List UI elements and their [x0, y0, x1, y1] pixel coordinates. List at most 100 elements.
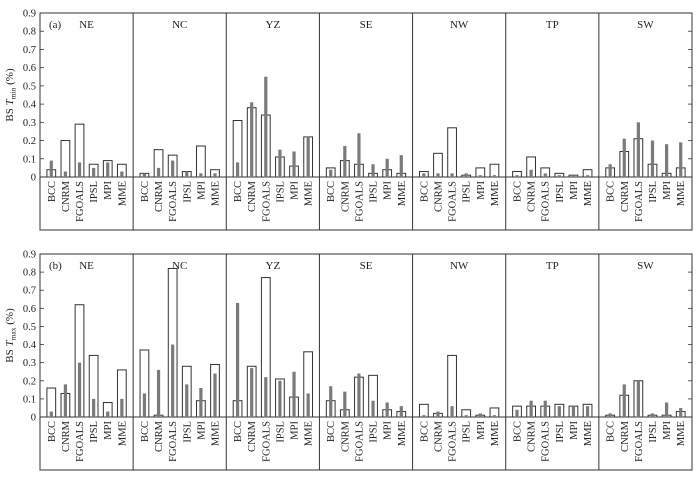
- model-tick-label: MPI: [383, 181, 394, 200]
- region-group-se: SE BCC CNRM FGOALS IPSL MPI MME: [318, 13, 408, 230]
- bar-outline: [489, 163, 500, 178]
- bar-filled: [436, 173, 440, 177]
- bar-filled: [636, 380, 640, 417]
- model-tick-label: MME: [304, 181, 315, 206]
- bar-filled: [450, 406, 454, 417]
- region-group-se: SE BCC CNRM FGOALS IPSL MPI MME: [318, 254, 408, 470]
- region-label: SE: [360, 260, 373, 272]
- model-tick-label: IPSL: [462, 181, 473, 203]
- model-tick-label: CNRM: [340, 180, 351, 212]
- model-tick-label: MPI: [476, 181, 487, 200]
- bar-filled: [250, 368, 254, 417]
- bar-filled: [622, 384, 626, 417]
- model-tick-label: MPI: [476, 421, 487, 440]
- model-tick-label: BCC: [606, 421, 617, 442]
- region-label: SW: [637, 260, 654, 272]
- model-tick-label: MPI: [103, 181, 114, 200]
- bar-filled: [171, 160, 175, 177]
- model-tick-label: MME: [397, 421, 408, 446]
- bar-filled: [422, 415, 426, 417]
- panel-label: (b): [49, 260, 62, 272]
- region-label: SE: [360, 19, 373, 31]
- bar-filled: [436, 411, 440, 417]
- bar-filled: [571, 175, 576, 177]
- model-tick-label: CNRM: [154, 180, 165, 212]
- y-axis-label: BS Tmax (%): [4, 308, 18, 363]
- bar-filled: [664, 402, 669, 417]
- bar-filled: [213, 373, 217, 417]
- y-tick-label: 0.7: [23, 45, 36, 56]
- model-tick-label: CNRM: [620, 180, 631, 212]
- bar-filled: [63, 171, 68, 177]
- bar-filled: [120, 398, 124, 417]
- model-tick-label: FGOALS: [75, 181, 86, 222]
- bar-filled: [106, 162, 110, 177]
- y-tick-label: 0.5: [23, 81, 36, 92]
- model-tick-label: MME: [490, 421, 501, 446]
- model-tick-label: MPI: [103, 421, 114, 440]
- bar-filled: [142, 393, 147, 417]
- bar-filled: [464, 415, 468, 417]
- bar-filled: [235, 302, 240, 417]
- model-tick-label: CNRM: [61, 180, 72, 212]
- model-tick-label: MME: [676, 421, 687, 446]
- model-tick-label: BCC: [513, 421, 524, 442]
- y-tick-label: 0.5: [23, 322, 36, 333]
- bar-filled: [250, 102, 254, 177]
- model-tick-label: CNRM: [620, 420, 631, 452]
- bar-filled: [77, 362, 82, 417]
- model-tick-label: MPI: [196, 421, 207, 440]
- bar-filled: [63, 384, 68, 417]
- bar-filled: [492, 175, 497, 177]
- bar-filled: [450, 173, 454, 177]
- bar-filled: [185, 384, 189, 417]
- model-tick-label: MME: [304, 421, 315, 446]
- y-tick-label: 0.2: [23, 136, 36, 147]
- model-tick-label: IPSL: [182, 421, 193, 443]
- panel-label: (a): [49, 19, 62, 31]
- region-label: NW: [450, 260, 469, 272]
- bar-filled: [650, 413, 655, 417]
- model-tick-label: IPSL: [275, 181, 286, 203]
- region-group-ne: NE (b) BCC CNRM FGOALS IPSL MPI MME: [46, 260, 128, 462]
- region-label: YZ: [266, 260, 281, 272]
- bar-filled: [608, 164, 612, 177]
- bar-filled: [213, 173, 217, 177]
- model-tick-label: MPI: [196, 181, 207, 200]
- y-tick-label: 0.1: [23, 394, 36, 405]
- bar-filled: [664, 144, 669, 177]
- model-tick-label: IPSL: [648, 181, 659, 203]
- model-tick-label: FGOALS: [261, 421, 272, 462]
- model-tick-label: BCC: [326, 421, 337, 442]
- chart-panel-1: 0 0.1 0.2 0.3 0.4 0.5 0.6 0.7 0.8 0.9 BS Tmin (%) N…: [4, 9, 693, 231]
- bar-filled: [543, 173, 547, 177]
- model-tick-label: MPI: [662, 181, 673, 200]
- y-tick-label: 0.1: [23, 154, 36, 165]
- model-tick-label: FGOALS: [168, 421, 179, 462]
- model-tick-label: IPSL: [648, 421, 659, 443]
- bar-filled: [622, 138, 626, 177]
- bar-outline: [418, 403, 429, 418]
- region-label: TP: [546, 260, 559, 272]
- bar-filled: [557, 175, 561, 177]
- bar-filled: [371, 400, 375, 417]
- bar-filled: [399, 155, 403, 177]
- region-label: YZ: [266, 19, 281, 31]
- model-tick-label: MME: [583, 181, 594, 206]
- model-tick-label: CNRM: [340, 420, 351, 452]
- model-tick-label: MME: [490, 181, 501, 206]
- region-group-ne: NE (a) BCC CNRM FGOALS IPSL MPI MME: [46, 19, 128, 222]
- bar-filled: [585, 175, 590, 177]
- model-tick-label: CNRM: [433, 420, 444, 452]
- bar-filled: [608, 413, 612, 417]
- model-tick-label: MPI: [569, 181, 580, 200]
- bar-filled: [278, 380, 282, 417]
- model-tick-label: MME: [210, 421, 221, 446]
- bar-filled: [77, 162, 82, 177]
- region-group-tp: TP BCC CNRM FGOALS IPSL MPI MME: [505, 13, 594, 230]
- region-label: NW: [450, 19, 469, 31]
- model-tick-label: BCC: [233, 421, 244, 442]
